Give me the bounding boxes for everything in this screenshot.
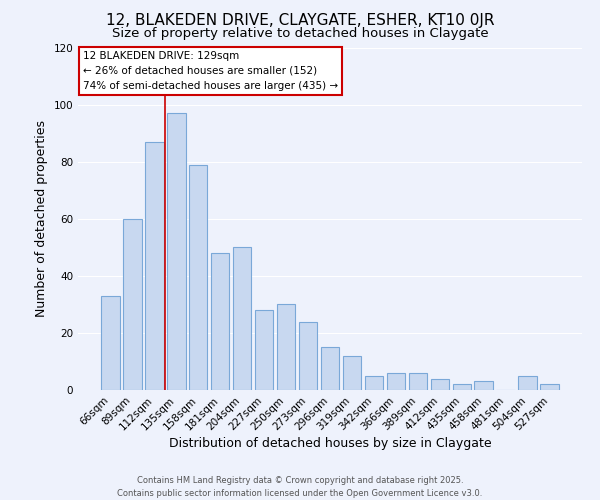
Text: Contains HM Land Registry data © Crown copyright and database right 2025.
Contai: Contains HM Land Registry data © Crown c…	[118, 476, 482, 498]
Bar	[452, 384, 471, 390]
Y-axis label: Number of detached properties: Number of detached properties	[35, 120, 48, 318]
Bar	[541, 384, 559, 390]
Text: 12, BLAKEDEN DRIVE, CLAYGATE, ESHER, KT10 0JR: 12, BLAKEDEN DRIVE, CLAYGATE, ESHER, KT1…	[106, 12, 494, 28]
Text: Size of property relative to detached houses in Claygate: Size of property relative to detached ho…	[112, 28, 488, 40]
Bar	[386, 373, 405, 390]
Bar	[101, 296, 119, 390]
Bar	[320, 347, 340, 390]
Bar	[167, 113, 185, 390]
Bar	[431, 378, 449, 390]
Text: 12 BLAKEDEN DRIVE: 129sqm
← 26% of detached houses are smaller (152)
74% of semi: 12 BLAKEDEN DRIVE: 129sqm ← 26% of detac…	[83, 51, 338, 90]
Bar	[409, 373, 427, 390]
Bar	[145, 142, 164, 390]
Bar	[123, 219, 142, 390]
Bar	[211, 253, 229, 390]
Bar	[189, 164, 208, 390]
Bar	[277, 304, 295, 390]
Bar	[233, 248, 251, 390]
X-axis label: Distribution of detached houses by size in Claygate: Distribution of detached houses by size …	[169, 438, 491, 450]
Bar	[255, 310, 274, 390]
Bar	[343, 356, 361, 390]
Bar	[365, 376, 383, 390]
Bar	[299, 322, 317, 390]
Bar	[475, 382, 493, 390]
Bar	[518, 376, 537, 390]
